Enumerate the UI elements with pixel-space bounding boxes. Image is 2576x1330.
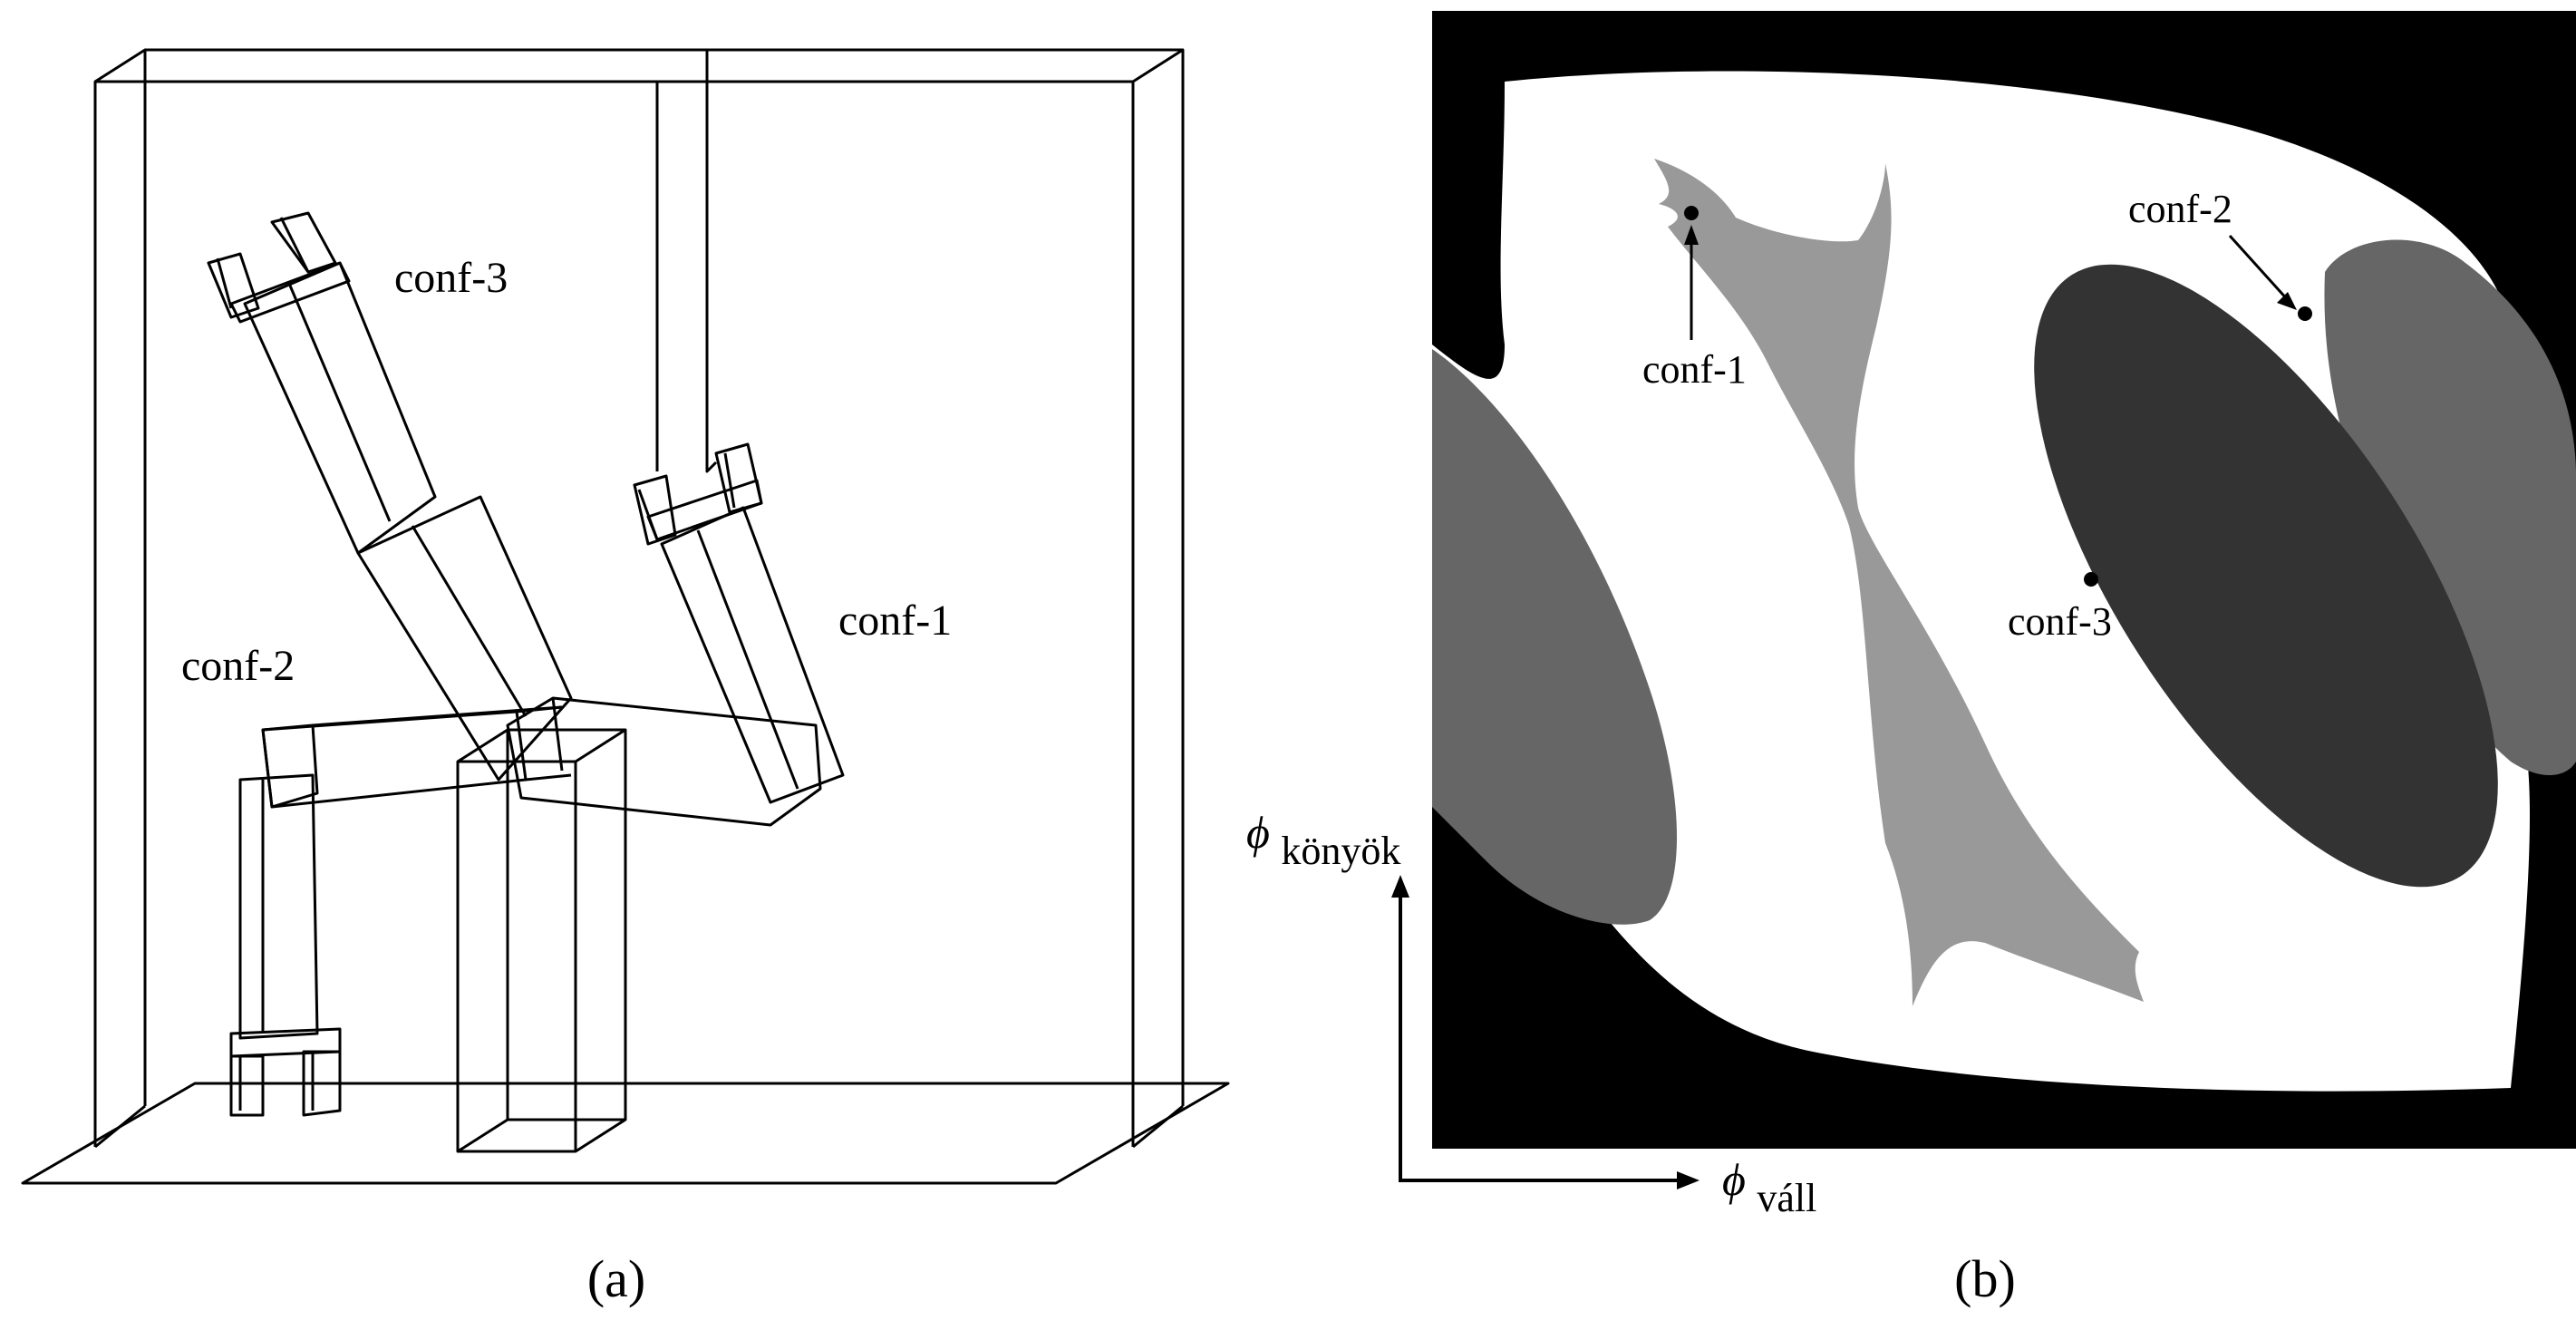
wall-left-post xyxy=(93,48,707,1149)
obstacle-mid-left xyxy=(1432,349,1677,925)
panel-b-map xyxy=(1432,11,2576,1149)
label-conf3: conf-3 xyxy=(394,254,508,302)
point-label-conf2: conf-2 xyxy=(2128,187,2232,231)
label-conf1: conf-1 xyxy=(838,597,952,645)
conf1-arm xyxy=(506,442,845,827)
free-space xyxy=(1432,71,2530,1092)
x-axis-label: ϕ váll xyxy=(1722,1154,1816,1220)
y-axis-subscript: könyök xyxy=(1281,829,1400,873)
hanging-beam xyxy=(655,50,718,473)
caption-b: (b) xyxy=(1954,1249,2016,1308)
y-axis-label: ϕ könyök xyxy=(1246,807,1400,873)
point-label-conf1: conf-1 xyxy=(1642,347,1747,392)
x-axis-symbol: ϕ xyxy=(1722,1154,1746,1205)
label-conf2: conf-2 xyxy=(181,642,295,690)
arrowhead-conf1 xyxy=(1684,225,1699,245)
floor xyxy=(21,1082,1230,1185)
point-conf3 xyxy=(2084,572,2098,587)
panel-a-scene xyxy=(21,48,1230,1185)
conf3-arm xyxy=(207,211,573,781)
point-conf1 xyxy=(1684,206,1699,220)
x-axis-arrowhead xyxy=(1677,1171,1700,1189)
y-axis-arrowhead xyxy=(1391,875,1409,898)
caption-a: (a) xyxy=(587,1249,645,1308)
y-axis-symbol: ϕ xyxy=(1246,807,1270,858)
obstacle-dark xyxy=(2034,264,2498,888)
obstacle-mid-right xyxy=(2324,239,2576,775)
conf2-arm xyxy=(229,705,572,1117)
arrow-conf2 xyxy=(2228,234,2290,303)
obstacle-light xyxy=(1654,159,2144,1006)
point-conf2 xyxy=(2298,306,2312,321)
axes xyxy=(1391,875,1700,1189)
point-label-conf3: conf-3 xyxy=(2008,599,2112,644)
arrowhead-conf2 xyxy=(2277,292,2297,310)
x-axis-subscript: váll xyxy=(1757,1176,1816,1220)
robot-base-column xyxy=(456,728,627,1153)
wall-right-post xyxy=(653,48,1185,1149)
